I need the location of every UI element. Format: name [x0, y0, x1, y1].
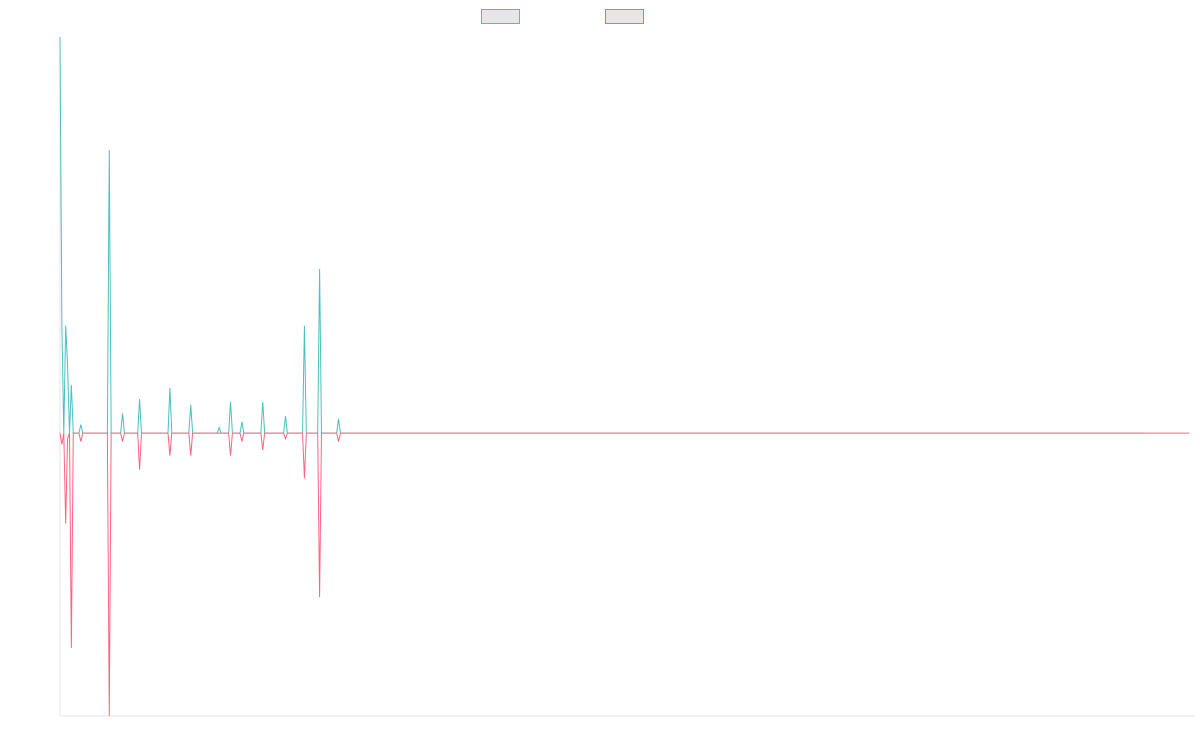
series-line-b: [59, 432, 1190, 717]
legend-swatch-series-b: [605, 9, 644, 24]
legend-swatch-series-a: [481, 9, 520, 24]
series-line-a: [59, 36, 1144, 434]
series-layer: [59, 36, 1190, 717]
legend-item-series-a[interactable]: [481, 9, 526, 24]
chart-legend: [0, 9, 1200, 27]
legend-item-series-b[interactable]: [605, 9, 650, 24]
